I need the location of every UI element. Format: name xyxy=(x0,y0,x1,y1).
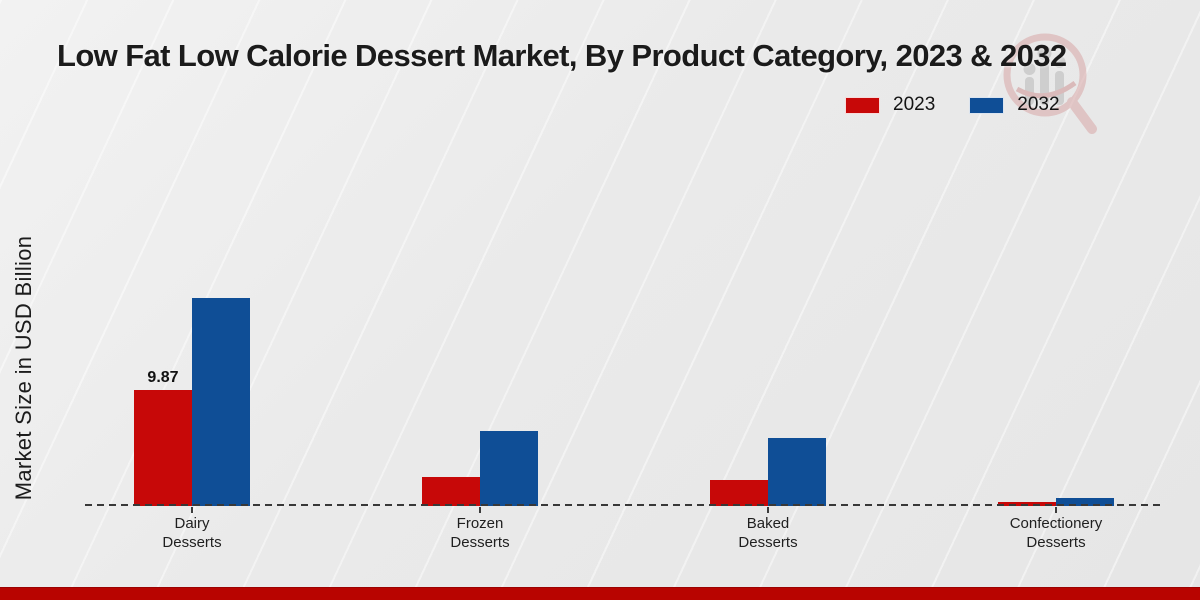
x-axis-tick xyxy=(1055,507,1057,513)
legend-item-2032: 2032 xyxy=(969,94,1060,116)
legend: 2023 2032 xyxy=(845,94,1060,116)
x-axis-category-label: Baked Desserts xyxy=(738,515,798,551)
x-axis-category-label: Dairy Desserts xyxy=(162,515,222,551)
legend-swatch-2032 xyxy=(969,96,1005,114)
bar-baked-desserts-2032 xyxy=(768,438,826,506)
x-axis-category-label: Frozen Desserts xyxy=(450,515,510,551)
footer-accent-bar xyxy=(0,587,1200,600)
bar-value-label: 9.87 xyxy=(147,369,179,386)
bar-dairy-desserts-2023 xyxy=(134,390,192,506)
bar-confectionery-desserts-2032 xyxy=(1056,498,1114,506)
bar-frozen-desserts-2032 xyxy=(480,431,538,506)
chart-title: Low Fat Low Calorie Dessert Market, By P… xyxy=(57,38,1067,73)
legend-label-2023: 2023 xyxy=(893,94,936,115)
x-axis-tick xyxy=(479,507,481,513)
legend-label-2032: 2032 xyxy=(1017,94,1060,115)
x-axis-tick xyxy=(191,507,193,513)
legend-swatch-2023 xyxy=(845,96,880,114)
bar-frozen-desserts-2023 xyxy=(422,477,480,506)
magnifier-bar-chart-logo-icon xyxy=(1003,33,1097,134)
bar-dairy-desserts-2032 xyxy=(192,298,250,506)
zero-baseline xyxy=(85,504,1165,506)
x-axis-category-label: Confectionery Desserts xyxy=(1009,515,1103,551)
legend-item-2023: 2023 xyxy=(845,94,935,116)
bar-baked-desserts-2023 xyxy=(710,480,768,506)
x-axis-tick xyxy=(767,507,769,513)
